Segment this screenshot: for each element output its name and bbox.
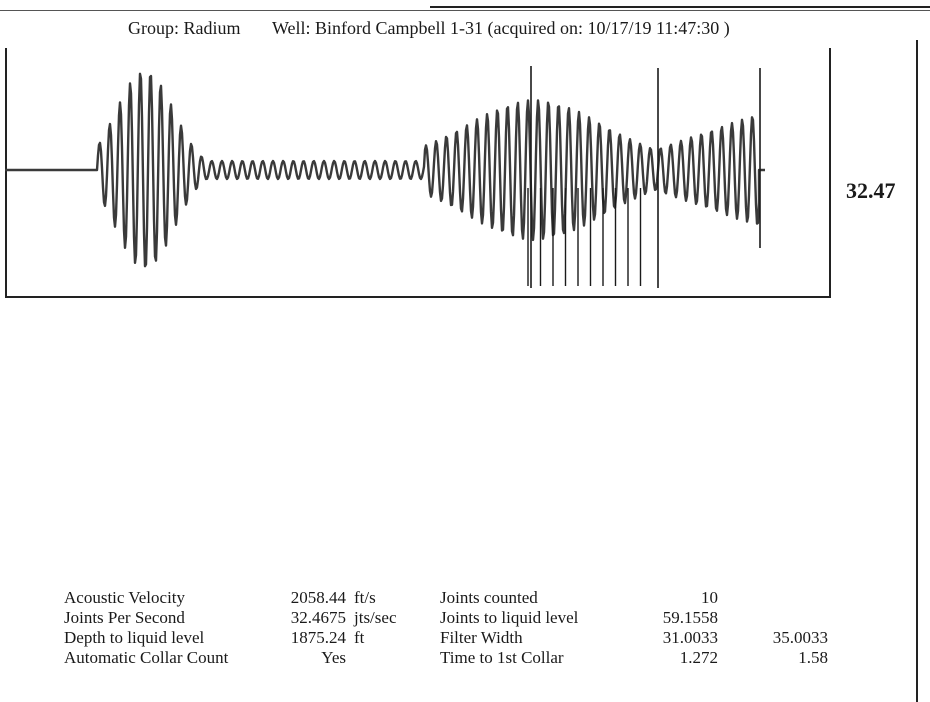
param-value: 31.0033 (662, 628, 718, 647)
param-value: 2058.44 (290, 588, 346, 607)
param-value: 1.272 (679, 648, 718, 667)
param-value: 32.4675 (290, 608, 346, 627)
param-label: Filter Width (440, 628, 523, 647)
param-row: Acoustic Velocity 2058.44 ft/s Joints count… (64, 588, 828, 608)
param-value: 35.0033 (772, 628, 828, 647)
param-label: Time to 1st Collar (440, 648, 564, 667)
right-border-line (916, 40, 918, 702)
report-header: Group: Radium Well: Binford Campbell 1-3… (0, 18, 930, 42)
param-label: Joints Per Second (64, 608, 185, 627)
param-value: 1875.24 (290, 628, 346, 647)
param-label: Joints to liquid level (440, 608, 579, 627)
param-row: Automatic Collar Count Yes Time to 1st Col… (64, 648, 828, 668)
param-unit: jts/sec (354, 608, 397, 627)
param-label: Automatic Collar Count (64, 648, 229, 667)
param-label: Depth to liquid level (64, 628, 205, 647)
param-row: Joints Per Second 32.4675 jts/sec Joints to… (64, 608, 828, 628)
param-value: Yes (321, 648, 346, 667)
joints-per-second-readout: 32.47 (846, 178, 896, 203)
top-frame-edge (430, 0, 930, 8)
param-value: 59.1558 (662, 608, 718, 627)
waveform-trace (5, 72, 765, 268)
well-label: Well: Binford Campbell 1-31 (acquired on… (272, 18, 730, 38)
collar-markers (527, 66, 761, 288)
param-unit (354, 648, 440, 668)
param-unit: ft/s (354, 588, 376, 607)
group-label: Group: Radium (128, 18, 241, 38)
acoustic-waveform (5, 66, 765, 288)
top-border-line (0, 10, 930, 11)
waveform-frame (5, 48, 831, 298)
param-label: Joints counted (440, 588, 538, 607)
param-unit: ft (354, 628, 365, 647)
param-label: Acoustic Velocity (64, 588, 186, 607)
parameters-table: Acoustic Velocity 2058.44 ft/s Joints count… (64, 588, 828, 668)
param-value (718, 608, 828, 628)
param-value (718, 588, 828, 608)
param-value: 10 (701, 588, 718, 607)
param-value: 1.58 (798, 648, 828, 667)
param-row: Depth to liquid level 1875.24 ft Filter Wid… (64, 628, 828, 648)
